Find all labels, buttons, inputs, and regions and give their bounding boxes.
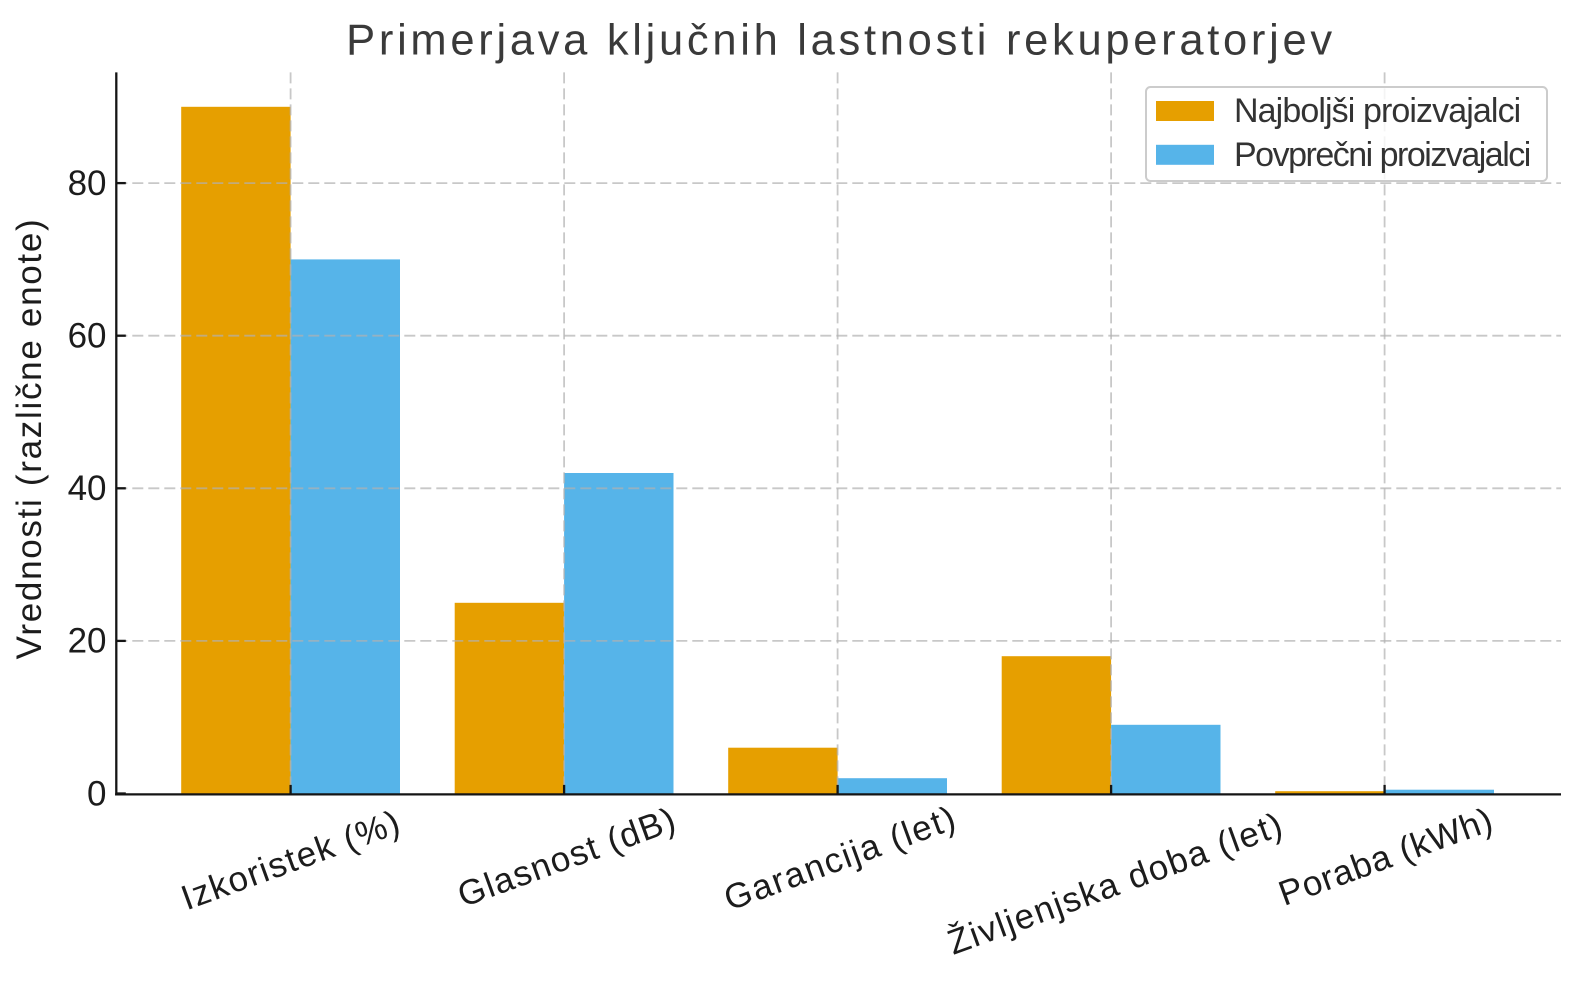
svg-text:Najboljši proizvajalci: Najboljši proizvajalci: [1234, 92, 1520, 130]
svg-text:Povprečni proizvajalci: Povprečni proizvajalci: [1234, 136, 1530, 174]
svg-text:Primerjava ključnih lastnosti: Primerjava ključnih lastnosti rekuperato…: [346, 16, 1336, 64]
svg-text:40: 40: [68, 469, 107, 508]
svg-text:60: 60: [68, 317, 107, 356]
svg-text:80: 80: [68, 164, 107, 203]
svg-text:Vrednosti (različne enote): Vrednosti (različne enote): [10, 218, 49, 660]
svg-text:20: 20: [68, 622, 107, 661]
svg-text:0: 0: [87, 774, 106, 813]
